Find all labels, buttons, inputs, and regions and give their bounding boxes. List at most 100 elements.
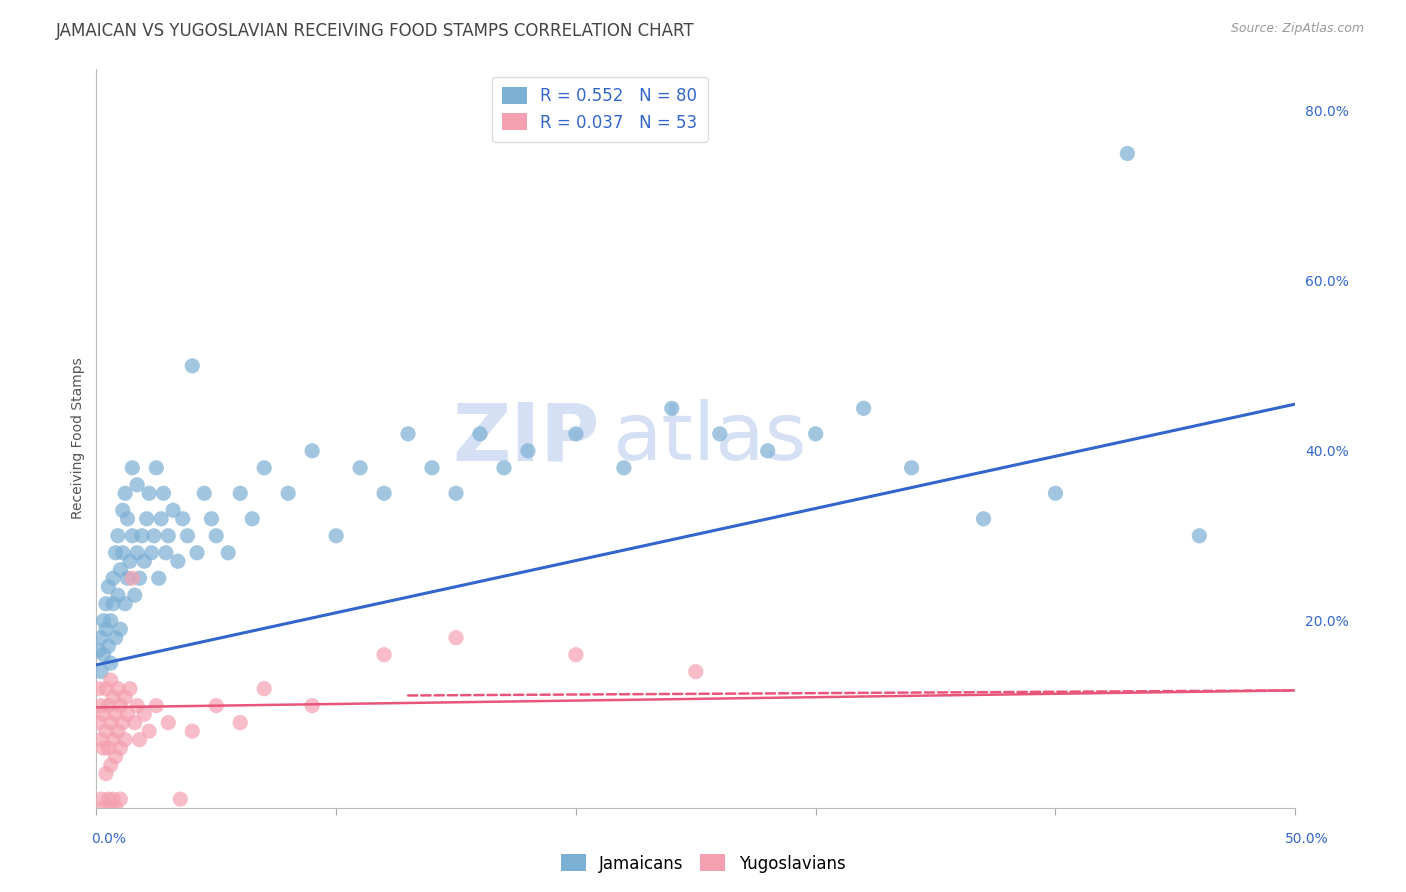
Point (172, 512, 194, 526)
Point (94, 597, 117, 611)
Point (121, 529, 143, 543)
Point (277, 486, 299, 500)
Point (97, 792, 120, 806)
Point (709, 426, 731, 441)
Point (94, 681, 117, 696)
Point (253, 681, 276, 696)
Point (1188, 529, 1211, 543)
Point (565, 648, 588, 662)
Point (155, 546, 177, 560)
Point (325, 529, 347, 543)
Point (396, 426, 419, 441)
Point (110, 622, 132, 636)
Point (87, 681, 110, 696)
Text: ZIP: ZIP (453, 399, 600, 477)
Point (444, 631, 467, 645)
Point (349, 460, 371, 475)
Y-axis label: Receiving Food Stamps: Receiving Food Stamps (72, 357, 86, 519)
Point (114, 690, 136, 705)
Point (128, 732, 150, 747)
Point (101, 690, 124, 705)
Point (110, 741, 132, 756)
Point (1116, 146, 1139, 161)
Point (148, 571, 170, 585)
Point (97, 580, 120, 594)
Point (756, 443, 779, 458)
Point (516, 443, 538, 458)
Point (200, 512, 222, 526)
Point (157, 529, 180, 543)
Point (100, 656, 122, 670)
Point (90, 631, 112, 645)
Point (138, 724, 160, 739)
Point (138, 486, 160, 500)
Point (100, 614, 122, 628)
Point (253, 460, 276, 475)
Point (100, 673, 122, 688)
Point (117, 571, 139, 585)
Point (492, 460, 515, 475)
Point (114, 597, 136, 611)
Point (101, 732, 124, 747)
Point (90, 792, 112, 806)
Point (110, 792, 132, 806)
Point (229, 486, 252, 500)
Point (93, 707, 115, 722)
Text: 50.0%: 50.0% (1285, 832, 1329, 846)
Point (124, 588, 146, 602)
Point (97, 741, 120, 756)
Point (373, 486, 395, 500)
Point (94, 622, 117, 636)
Point (101, 571, 124, 585)
Point (685, 665, 707, 679)
Point (121, 460, 143, 475)
Point (104, 800, 127, 814)
Point (111, 546, 134, 560)
Point (124, 715, 146, 730)
Point (852, 401, 875, 416)
Point (90, 698, 112, 713)
Point (134, 554, 156, 568)
Point (900, 460, 922, 475)
Point (135, 512, 157, 526)
Point (90, 665, 112, 679)
Point (420, 460, 443, 475)
Point (193, 486, 215, 500)
Point (93, 648, 115, 662)
Point (93, 800, 115, 814)
Point (181, 359, 204, 373)
Point (973, 512, 995, 526)
Point (121, 571, 143, 585)
Point (100, 758, 122, 772)
Point (90, 732, 112, 747)
Point (217, 546, 239, 560)
Point (87, 643, 110, 657)
Point (150, 512, 173, 526)
Point (176, 529, 198, 543)
Point (97, 639, 120, 653)
Point (94, 766, 117, 780)
Point (229, 715, 252, 730)
Point (94, 809, 117, 823)
Point (127, 477, 149, 491)
Point (167, 554, 190, 568)
Point (100, 715, 122, 730)
Point (240, 512, 263, 526)
Point (127, 546, 149, 560)
Text: Source: ZipAtlas.com: Source: ZipAtlas.com (1230, 22, 1364, 36)
Point (107, 588, 129, 602)
Point (444, 486, 467, 500)
Point (162, 503, 184, 517)
Point (100, 800, 122, 814)
Point (93, 614, 115, 628)
Point (468, 426, 491, 441)
Point (107, 724, 129, 739)
Point (110, 698, 132, 713)
Point (104, 707, 127, 722)
Point (661, 401, 683, 416)
Point (181, 724, 204, 739)
Point (301, 698, 323, 713)
Point (104, 546, 127, 560)
Point (117, 512, 139, 526)
Point (145, 698, 167, 713)
